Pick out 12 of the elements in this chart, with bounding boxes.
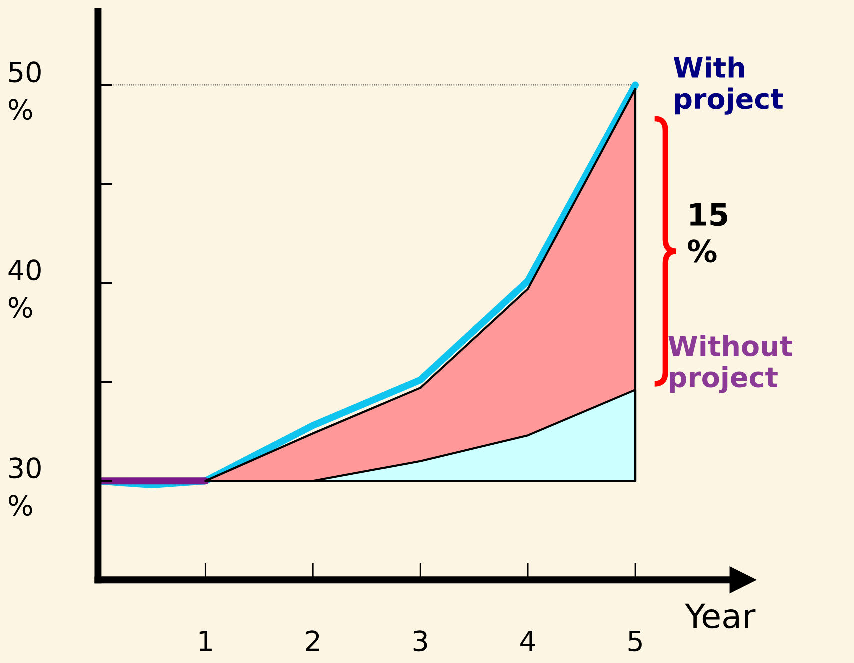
- y-tick-label: 40 %: [8, 260, 41, 318]
- y-tick-label: 30 %: [8, 458, 41, 516]
- annotation: 15 %: [688, 204, 728, 263]
- x-tick-label: 2: [306, 630, 320, 652]
- x-tick-label: 3: [414, 630, 428, 652]
- text: Without project: [668, 335, 792, 394]
- x-tick-label: 1: [200, 630, 212, 652]
- x-tick-label: 5: [628, 630, 642, 652]
- series-label: With project: [674, 56, 784, 115]
- x-axis-title: Year: [685, 604, 756, 629]
- x-tick-label: 4: [520, 630, 536, 652]
- y-tick-label: 50 %: [8, 62, 41, 120]
